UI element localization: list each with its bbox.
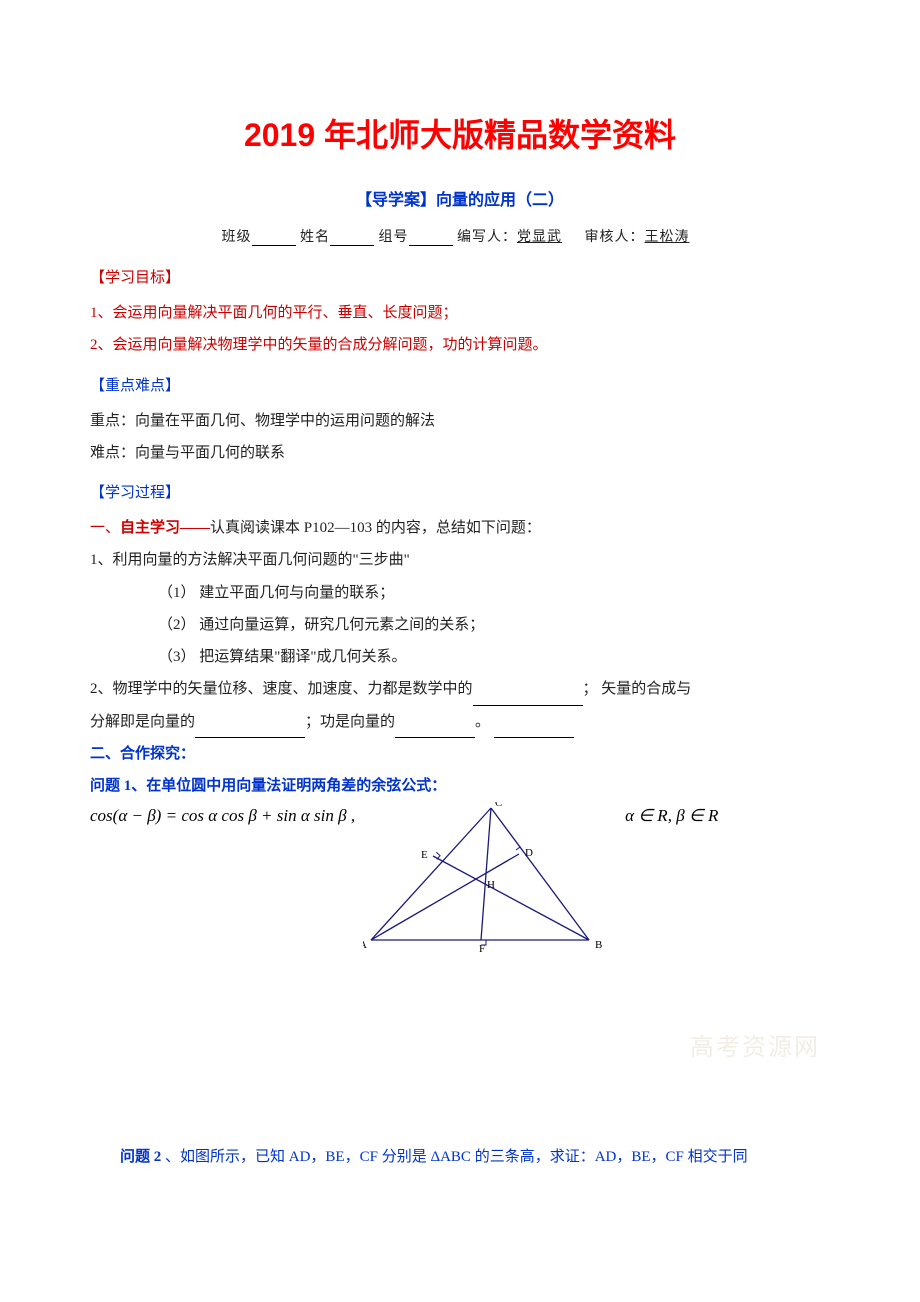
writer-name: 党显武: [517, 226, 562, 246]
header-line: 班级 姓名 组号 编写人：党显武 审核人：王松涛: [90, 226, 830, 246]
coop-label: 二、合作探究：: [90, 738, 830, 770]
p2-prefix: 问题 2: [120, 1149, 165, 1165]
q1-step1: （1） 建立平面几何与向量的联系；: [90, 577, 830, 609]
selfstudy-prefix: 一、: [90, 520, 120, 536]
svg-text:C: C: [495, 802, 502, 809]
selfstudy-line: 一、自主学习——认真阅读课本 P102—103 的内容，总结如下问题：: [90, 512, 830, 544]
triangle-diagram: A B C D E F H: [363, 802, 603, 962]
p2-delta: ΔABC: [430, 1149, 471, 1165]
watermark: 高考资源网: [690, 1027, 820, 1062]
writer-label: 编写人：: [457, 230, 517, 245]
keypoint-2: 难点：向量与平面几何的联系: [90, 437, 830, 469]
reviewer-label: 审核人：: [585, 230, 645, 245]
q2-e: 。: [475, 714, 490, 730]
svg-text:A: A: [363, 939, 367, 951]
keypoint-1: 重点：向量在平面几何、物理学中的运用问题的解法: [90, 405, 830, 437]
formula-text: cos(α − β) = cos α cos β + sin α sin β ,: [90, 802, 355, 826]
main-title: 2019 年北师大版精品数学资料: [90, 110, 830, 156]
name-label: 姓名: [300, 230, 330, 245]
q2-d: ；功是向量的: [305, 714, 395, 730]
q1-step3: （3） 把运算结果"翻译"成几何关系。: [90, 641, 830, 673]
keypoint-label: 【重点难点】: [90, 374, 830, 395]
problem2: 问题 2 、如图所示，已知 AD，BE，CF 分别是 ΔABC 的三条高，求证：…: [90, 1142, 830, 1174]
class-label: 班级: [222, 230, 252, 245]
reviewer-name: 王松涛: [645, 226, 690, 246]
goal-label: 【学习目标】: [90, 266, 830, 287]
q1-intro: 1、利用向量的方法解决平面几何问题的"三步曲": [90, 544, 830, 576]
subtitle: 【导学案】向量的应用（二）: [90, 186, 830, 210]
q2-a: 2、物理学中的矢量位移、速度、加速度、力都是数学中的: [90, 681, 473, 697]
q2-line1: 2、物理学中的矢量位移、速度、加速度、力都是数学中的 ； 矢量的合成与: [90, 673, 830, 705]
process-label: 【学习过程】: [90, 481, 830, 502]
goal-2: 2、会运用向量解决物理学中的矢量的合成分解问题，功的计算问题。: [90, 329, 830, 361]
problem1-label: 问题 1、在单位圆中用向量法证明两角差的余弦公式：: [90, 770, 830, 802]
goal-1: 1、会运用向量解决平面几何的平行、垂直、长度问题；: [90, 297, 830, 329]
svg-text:E: E: [421, 849, 428, 861]
selfstudy-bold: 自主学习——: [120, 520, 210, 536]
p2-body-b: 的三条高，求证：AD，BE，CF 相交于同: [471, 1149, 748, 1165]
selfstudy-rest: 认真阅读课本 P102—103 的内容，总结如下问题：: [210, 520, 541, 536]
formula-domain: α ∈ R, β ∈ R: [625, 802, 718, 826]
svg-text:H: H: [487, 879, 495, 891]
q2-line2: 分解即是向量的 ；功是向量的 。: [90, 706, 830, 738]
svg-text:D: D: [525, 847, 533, 859]
q2-b: ； 矢量的合成与: [583, 681, 692, 697]
q2-c: 分解即是向量的: [90, 714, 195, 730]
q1-step2: （2） 通过向量运算，研究几何元素之间的关系；: [90, 609, 830, 641]
svg-text:F: F: [479, 943, 485, 955]
svg-text:B: B: [595, 939, 602, 951]
group-label: 组号: [379, 230, 409, 245]
p2-body-a: 、如图所示，已知 AD，BE，CF 分别是: [165, 1149, 430, 1165]
